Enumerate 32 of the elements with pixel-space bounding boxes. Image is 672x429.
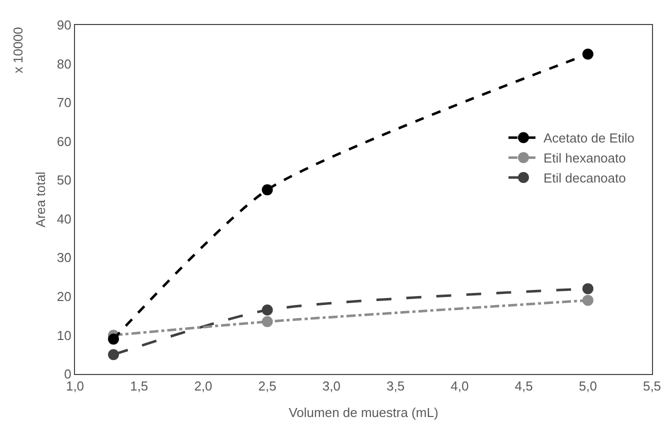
legend-label: Etil hexanoato bbox=[543, 150, 626, 166]
y-tick-label: 60 bbox=[56, 134, 72, 149]
point bbox=[582, 283, 594, 294]
x-tick-label: 5,5 bbox=[642, 378, 662, 394]
y-tick-label: 50 bbox=[56, 172, 72, 188]
x-tick-label: 1,5 bbox=[130, 378, 148, 394]
x-tick-label: 4,5 bbox=[514, 378, 533, 394]
point bbox=[582, 48, 594, 60]
y-tick-label: 90 bbox=[56, 18, 72, 33]
y-tick-label: 30 bbox=[56, 250, 72, 266]
legend-label: Etil decanoato bbox=[543, 170, 626, 186]
x-tick-label: 4,0 bbox=[450, 378, 469, 394]
point bbox=[262, 316, 273, 328]
y-axis-title: Area total bbox=[32, 172, 48, 228]
text: x 10000 bbox=[10, 27, 26, 74]
point bbox=[108, 349, 119, 360]
legend-label: Acetato de Etilo bbox=[543, 130, 635, 146]
point bbox=[108, 334, 119, 345]
point bbox=[262, 184, 273, 196]
point bbox=[582, 294, 594, 306]
y-tick-label: 10 bbox=[56, 328, 72, 343]
x-tick-label: 2,5 bbox=[258, 378, 276, 394]
x-tick-label: 3,5 bbox=[386, 378, 405, 394]
x-tick-label: 3,0 bbox=[322, 378, 340, 394]
y-tick-label: 70 bbox=[56, 95, 72, 110]
point bbox=[262, 304, 273, 316]
x-axis-title: Volumen de muestra (mL) bbox=[288, 405, 438, 420]
y-tick-label: 40 bbox=[56, 211, 72, 226]
x-tick-label: 5,0 bbox=[578, 378, 597, 394]
y-tick-label: 20 bbox=[56, 288, 72, 304]
y-tick-label: 80 bbox=[56, 56, 72, 72]
x-tick-label: 2,0 bbox=[194, 378, 212, 394]
